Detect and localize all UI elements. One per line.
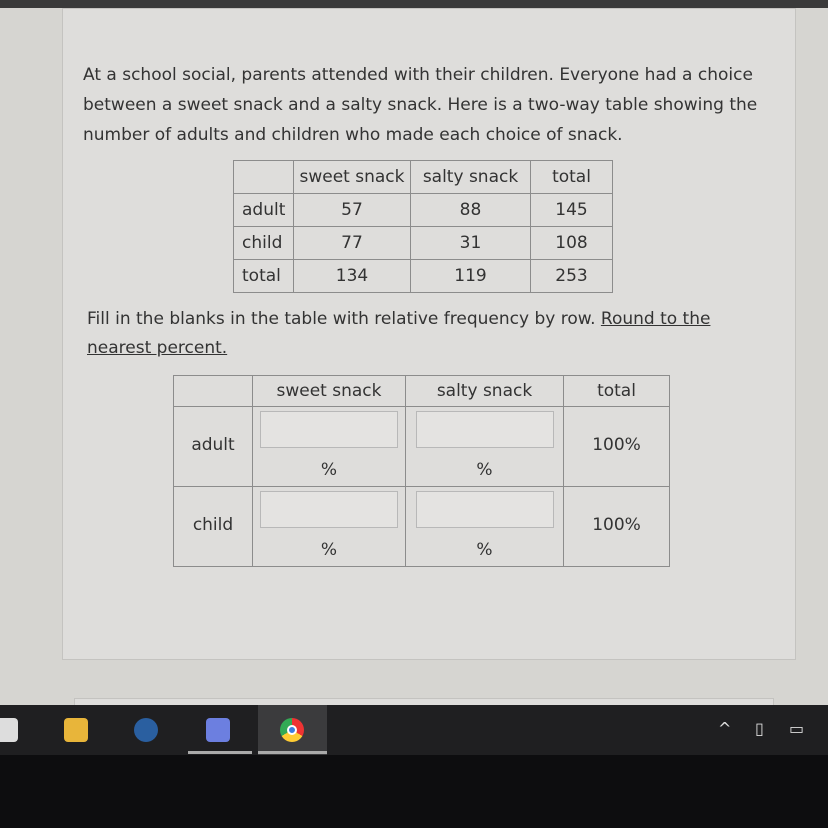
percent-label: % (476, 540, 493, 560)
header-cell (233, 160, 294, 194)
row-label: child (233, 226, 294, 260)
steam-icon[interactable] (134, 718, 158, 742)
cell: 57 (293, 193, 411, 227)
cell: 134 (293, 259, 411, 293)
percent-label: % (476, 460, 493, 480)
child-sweet-input[interactable] (260, 491, 398, 528)
adult-sweet-input[interactable] (260, 411, 398, 448)
file-explorer-icon[interactable] (64, 718, 88, 742)
cell: 108 (530, 226, 613, 260)
running-indicator (188, 751, 252, 754)
data-table: sweet snack salty snack total adult 57 88 145… (233, 160, 613, 293)
table-row: child % % 100% (173, 486, 670, 567)
screen-top-edge (0, 0, 828, 8)
cell: 253 (530, 259, 613, 293)
cell: 88 (410, 193, 531, 227)
percent-label: % (320, 460, 338, 480)
table-row: total 134 119 253 (233, 259, 613, 293)
running-indicator (258, 751, 327, 754)
table-row: child 77 31 108 (233, 226, 613, 260)
taskbar: ^ ▯ ▭ (0, 705, 828, 755)
rounding-link[interactable]: Round to the nearest percent. (87, 309, 711, 358)
cell: 119 (410, 259, 531, 293)
store-icon[interactable] (0, 718, 18, 742)
table-row: adult 57 88 145 (233, 193, 613, 227)
cell: 145 (530, 193, 613, 227)
instruction: Fill in the blanks in the table with rel… (87, 309, 596, 329)
percent-label: % (320, 540, 338, 560)
cell: 77 (293, 226, 411, 260)
monitor-bezel (0, 755, 828, 828)
row-label: child (192, 515, 234, 535)
total-value: 100% (592, 515, 641, 535)
question-text: At a school social, parents attended wit… (83, 65, 758, 145)
row-label: adult (233, 193, 294, 227)
header-cell: salty snack (410, 160, 531, 194)
chevron-up-icon[interactable]: ^ (718, 719, 732, 738)
header-cell: total (530, 160, 613, 194)
row-label: adult (191, 435, 235, 455)
answer-table: sweet snack salty snack total adult % % 10… (173, 375, 670, 567)
header-cell: salty snack (405, 375, 564, 407)
header-cell: sweet snack (293, 160, 411, 194)
header-cell (173, 375, 253, 407)
child-salty-input[interactable] (415, 491, 554, 528)
table-row: adult % % 100% (173, 406, 670, 487)
instruction-text: Fill in the blanks in the table with rel… (87, 305, 737, 363)
header-cell: total (563, 375, 670, 407)
chrome-icon[interactable] (280, 718, 304, 742)
network-icon[interactable]: ▯ (755, 719, 764, 738)
row-label: total (233, 259, 294, 293)
cell: 31 (410, 226, 531, 260)
discord-icon[interactable] (206, 718, 230, 742)
battery-icon[interactable]: ▭ (789, 719, 805, 738)
header-cell: sweet snack (252, 375, 406, 407)
total-value: 100% (592, 435, 641, 455)
adult-salty-input[interactable] (415, 411, 554, 448)
